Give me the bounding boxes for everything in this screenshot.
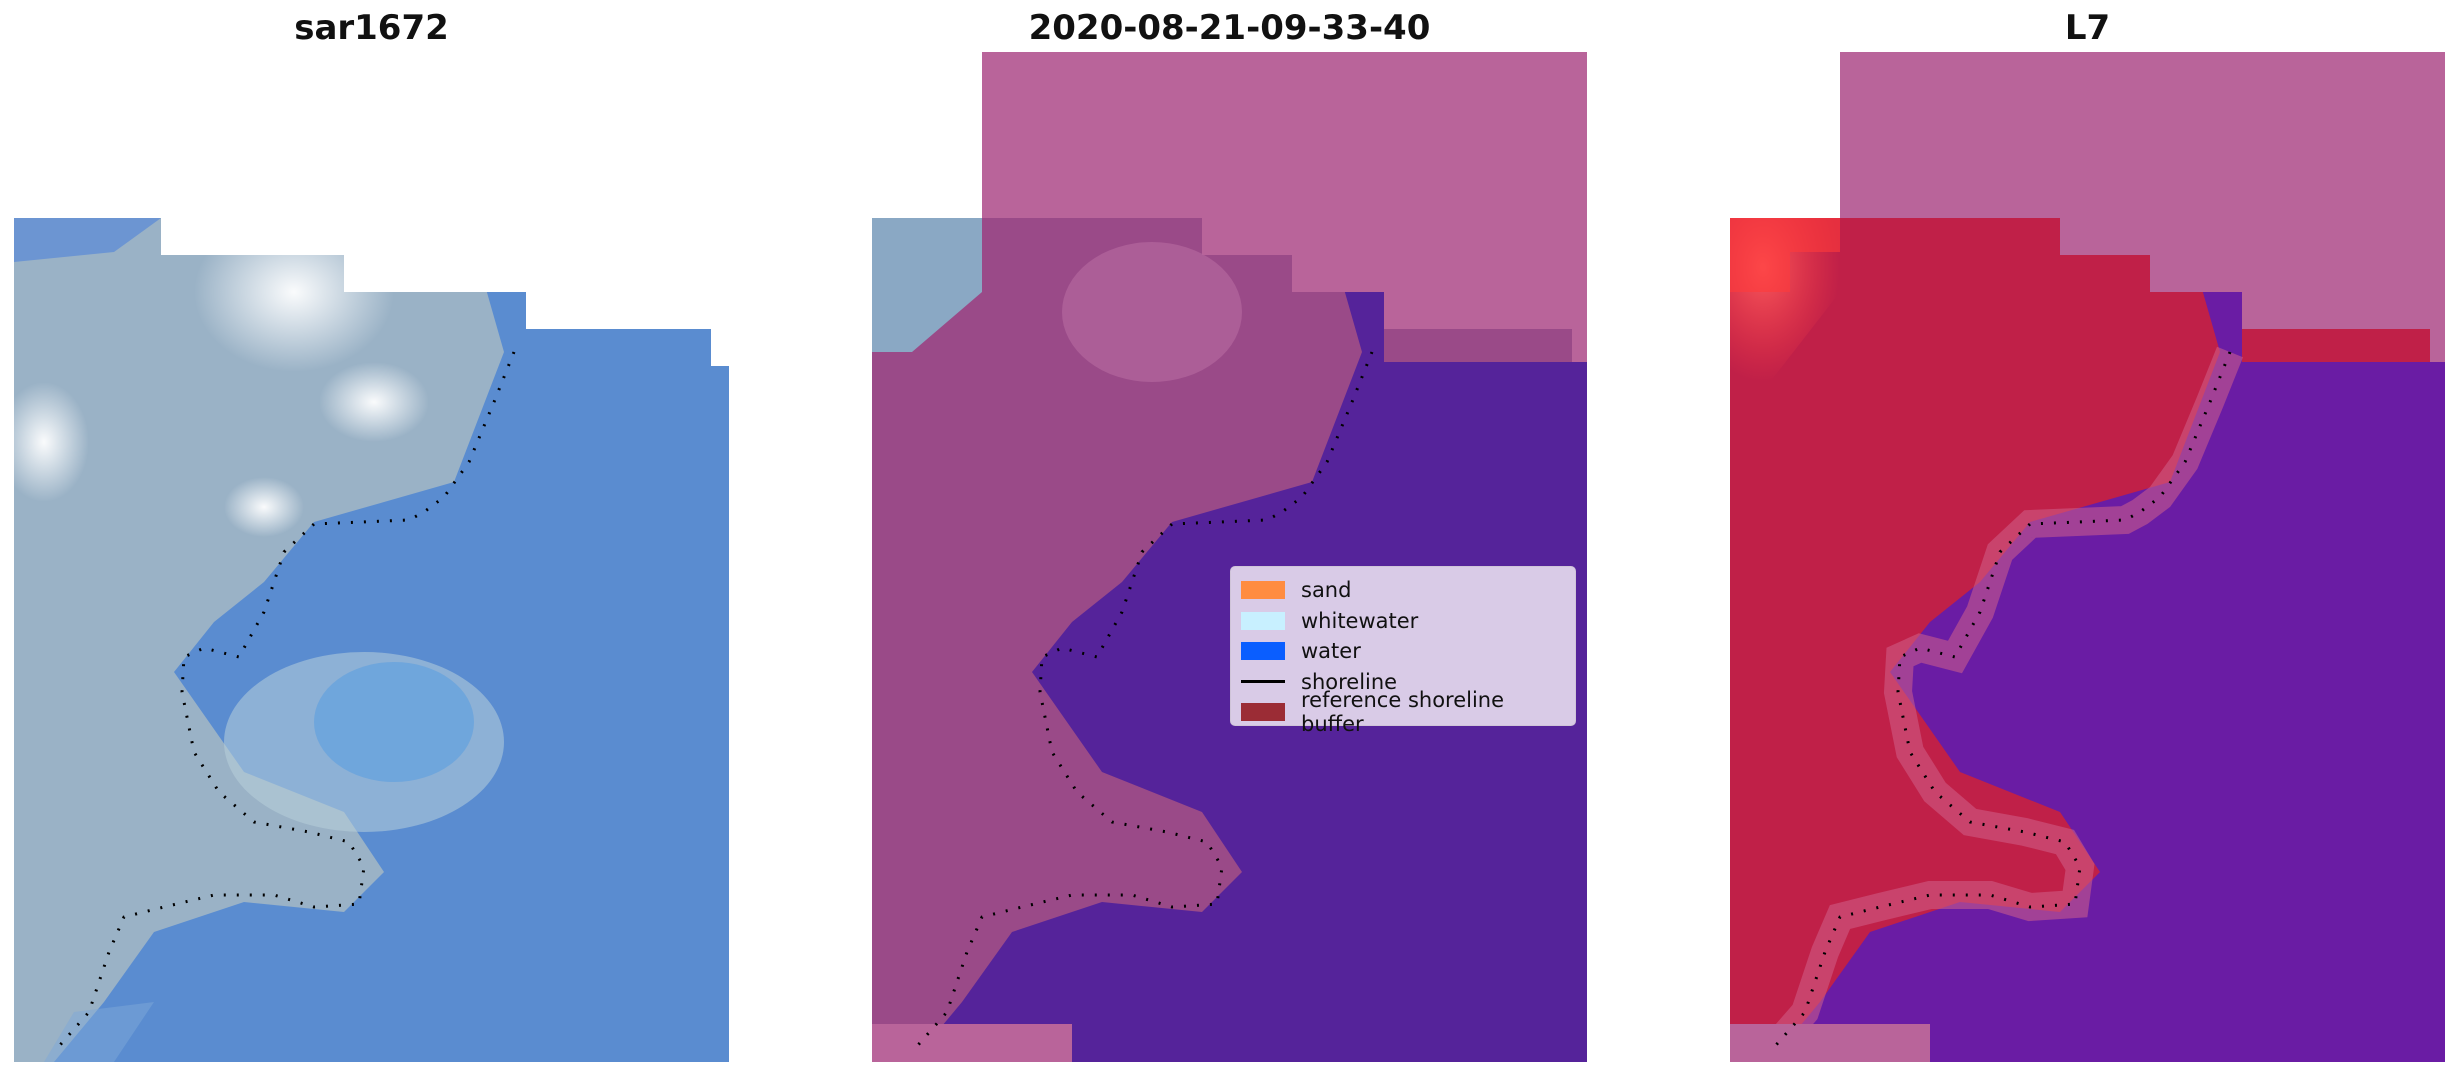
- panel-title-rgb: sar1672: [294, 8, 449, 48]
- nodata-mask: [1840, 52, 2445, 362]
- legend-item-buffer: reference shoreline buffer: [1241, 688, 1565, 736]
- legend-swatch: [1241, 703, 1285, 722]
- legend-swatch: [1241, 611, 1285, 630]
- cloud: [194, 218, 394, 372]
- classified-image-panel: [872, 52, 1587, 1062]
- index-image-panel: [1730, 52, 2445, 1062]
- cloud: [319, 362, 429, 442]
- shoreline: [910, 351, 1374, 1053]
- shoreline: [1768, 351, 2232, 1053]
- cloud: [224, 477, 304, 537]
- legend-item-whitewater: whitewater: [1241, 606, 1565, 637]
- legend-label: water: [1301, 639, 1361, 664]
- legend-swatch: [1241, 581, 1285, 600]
- panel-title-classified: 2020-08-21-09-33-40: [1028, 8, 1431, 48]
- legend-label: reference shoreline buffer: [1301, 688, 1505, 737]
- legend-label: shoreline: [1301, 669, 1398, 694]
- legend-item-shoreline: shoreline: [1241, 667, 1565, 698]
- shoreline: [52, 351, 516, 1053]
- legend-swatch: [1241, 642, 1285, 661]
- legend-item-water: water: [1241, 636, 1565, 667]
- legend-label: whitewater: [1301, 608, 1419, 633]
- legend: sand whitewater water shoreline referenc…: [1230, 566, 1576, 736]
- rgb-image-panel: [14, 218, 729, 1062]
- cloud: [14, 382, 89, 502]
- panel-title-index: L7: [2064, 8, 2111, 48]
- nodata-mask: [982, 52, 1587, 362]
- legend-line: [1241, 680, 1285, 684]
- legend-item-sand: sand: [1241, 575, 1565, 606]
- legend-label: sand: [1301, 578, 1352, 603]
